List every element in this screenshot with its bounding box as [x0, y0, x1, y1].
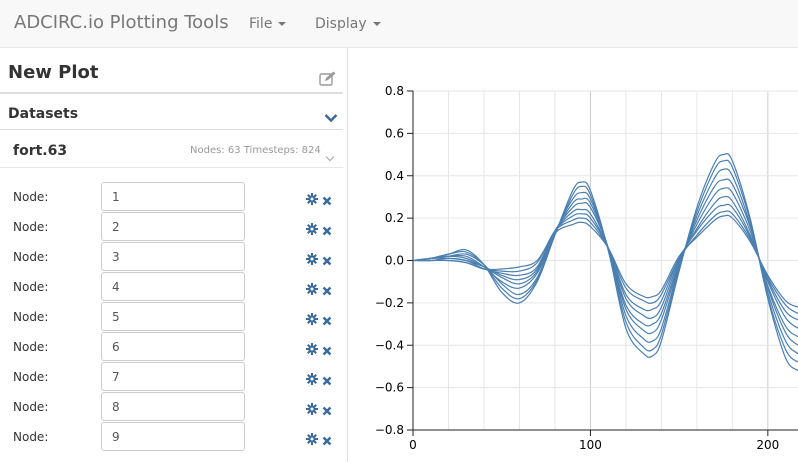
node-label: Node: [13, 250, 49, 264]
y-tick-label: 0.4 [385, 169, 404, 183]
x-tick-label: 200 [756, 438, 779, 452]
file-menu[interactable]: File [249, 16, 287, 32]
chevron-down-icon[interactable] [325, 147, 335, 166]
y-tick-label: −0.6 [375, 381, 404, 395]
node-input[interactable] [101, 362, 245, 391]
gear-icon[interactable] [306, 220, 318, 239]
chevron-down-icon[interactable] [324, 108, 338, 127]
node-input[interactable] [101, 272, 245, 301]
series-line-6 [413, 195, 798, 329]
x-tick-label: 0 [409, 438, 417, 452]
node-label: Node: [13, 310, 49, 324]
close-icon[interactable] [322, 371, 332, 390]
node-input[interactable] [101, 242, 245, 271]
node-label: Node: [13, 220, 49, 234]
file-menu-label: File [249, 16, 273, 32]
sidebar: New Plot Datasets fort.63 Nodes: 63 Time… [0, 48, 348, 462]
node-input[interactable] [101, 212, 245, 241]
node-row: Node: [0, 241, 343, 271]
plot-title[interactable]: New Plot [8, 62, 99, 83]
series-line-2 [413, 159, 798, 363]
dataset-info: Nodes: 63 Timesteps: 824 [190, 145, 321, 156]
close-icon[interactable] [322, 341, 332, 360]
y-tick-label: 0.2 [385, 211, 404, 225]
node-row: Node: [0, 391, 343, 421]
close-icon[interactable] [322, 221, 332, 240]
close-icon[interactable] [322, 311, 332, 330]
y-tick-label: 0.8 [385, 84, 404, 98]
node-row: Node: [0, 331, 343, 361]
y-tick-label: −0.4 [375, 338, 404, 352]
gear-icon[interactable] [306, 340, 318, 359]
caret-down-icon [278, 22, 287, 26]
gear-icon[interactable] [306, 430, 318, 449]
gear-icon[interactable] [306, 190, 318, 209]
close-icon[interactable] [322, 281, 332, 300]
gear-icon[interactable] [306, 400, 318, 419]
edit-icon[interactable] [319, 71, 337, 91]
node-row: Node: [0, 181, 343, 211]
node-label: Node: [13, 430, 49, 444]
series-line-9 [413, 214, 798, 308]
series-line-3 [413, 168, 798, 355]
app-brand[interactable]: ADCIRC.io Plotting Tools [14, 12, 229, 33]
y-tick-label: −0.8 [375, 423, 404, 437]
node-input[interactable] [101, 392, 245, 421]
node-label: Node: [13, 340, 49, 354]
datasets-label: Datasets [8, 106, 79, 122]
close-icon[interactable] [322, 431, 332, 450]
plot-title-row: New Plot [0, 56, 343, 94]
line-chart: 0.8 0.6 0.4 0.2 0.0 −0.2 −0.4 −0.6 −0.8 0 100 200 [375, 84, 798, 452]
gear-icon[interactable] [306, 370, 318, 389]
node-label: Node: [13, 400, 49, 414]
node-input[interactable] [101, 182, 245, 211]
node-label: Node: [13, 190, 49, 204]
navbar: ADCIRC.io Plotting Tools File Display [0, 0, 798, 48]
display-menu[interactable]: Display [315, 16, 381, 32]
dataset-item[interactable]: fort.63 Nodes: 63 Timesteps: 824 [0, 130, 343, 168]
node-row: Node: [0, 301, 343, 331]
node-row: Node: [0, 361, 343, 391]
gear-icon[interactable] [306, 310, 318, 329]
node-input[interactable] [101, 332, 245, 361]
close-icon[interactable] [322, 401, 332, 420]
caret-down-icon [372, 22, 381, 26]
y-tick-label: 0.6 [385, 126, 404, 140]
gear-icon[interactable] [306, 250, 318, 269]
node-row: Node: [0, 271, 343, 301]
node-label: Node: [13, 280, 49, 294]
x-tick-label: 100 [579, 438, 602, 452]
close-icon[interactable] [322, 191, 332, 210]
gear-icon[interactable] [306, 280, 318, 299]
node-row: Node: [0, 211, 343, 241]
dataset-name: fort.63 [13, 143, 68, 159]
close-icon[interactable] [322, 251, 332, 270]
display-menu-label: Display [315, 16, 367, 32]
node-input[interactable] [101, 422, 245, 451]
y-tick-label: −0.2 [375, 296, 404, 310]
node-row: Node: [0, 421, 343, 451]
datasets-header[interactable]: Datasets [0, 94, 343, 130]
y-tick-label: 0.0 [385, 254, 404, 268]
node-label: Node: [13, 370, 49, 384]
node-input[interactable] [101, 302, 245, 331]
